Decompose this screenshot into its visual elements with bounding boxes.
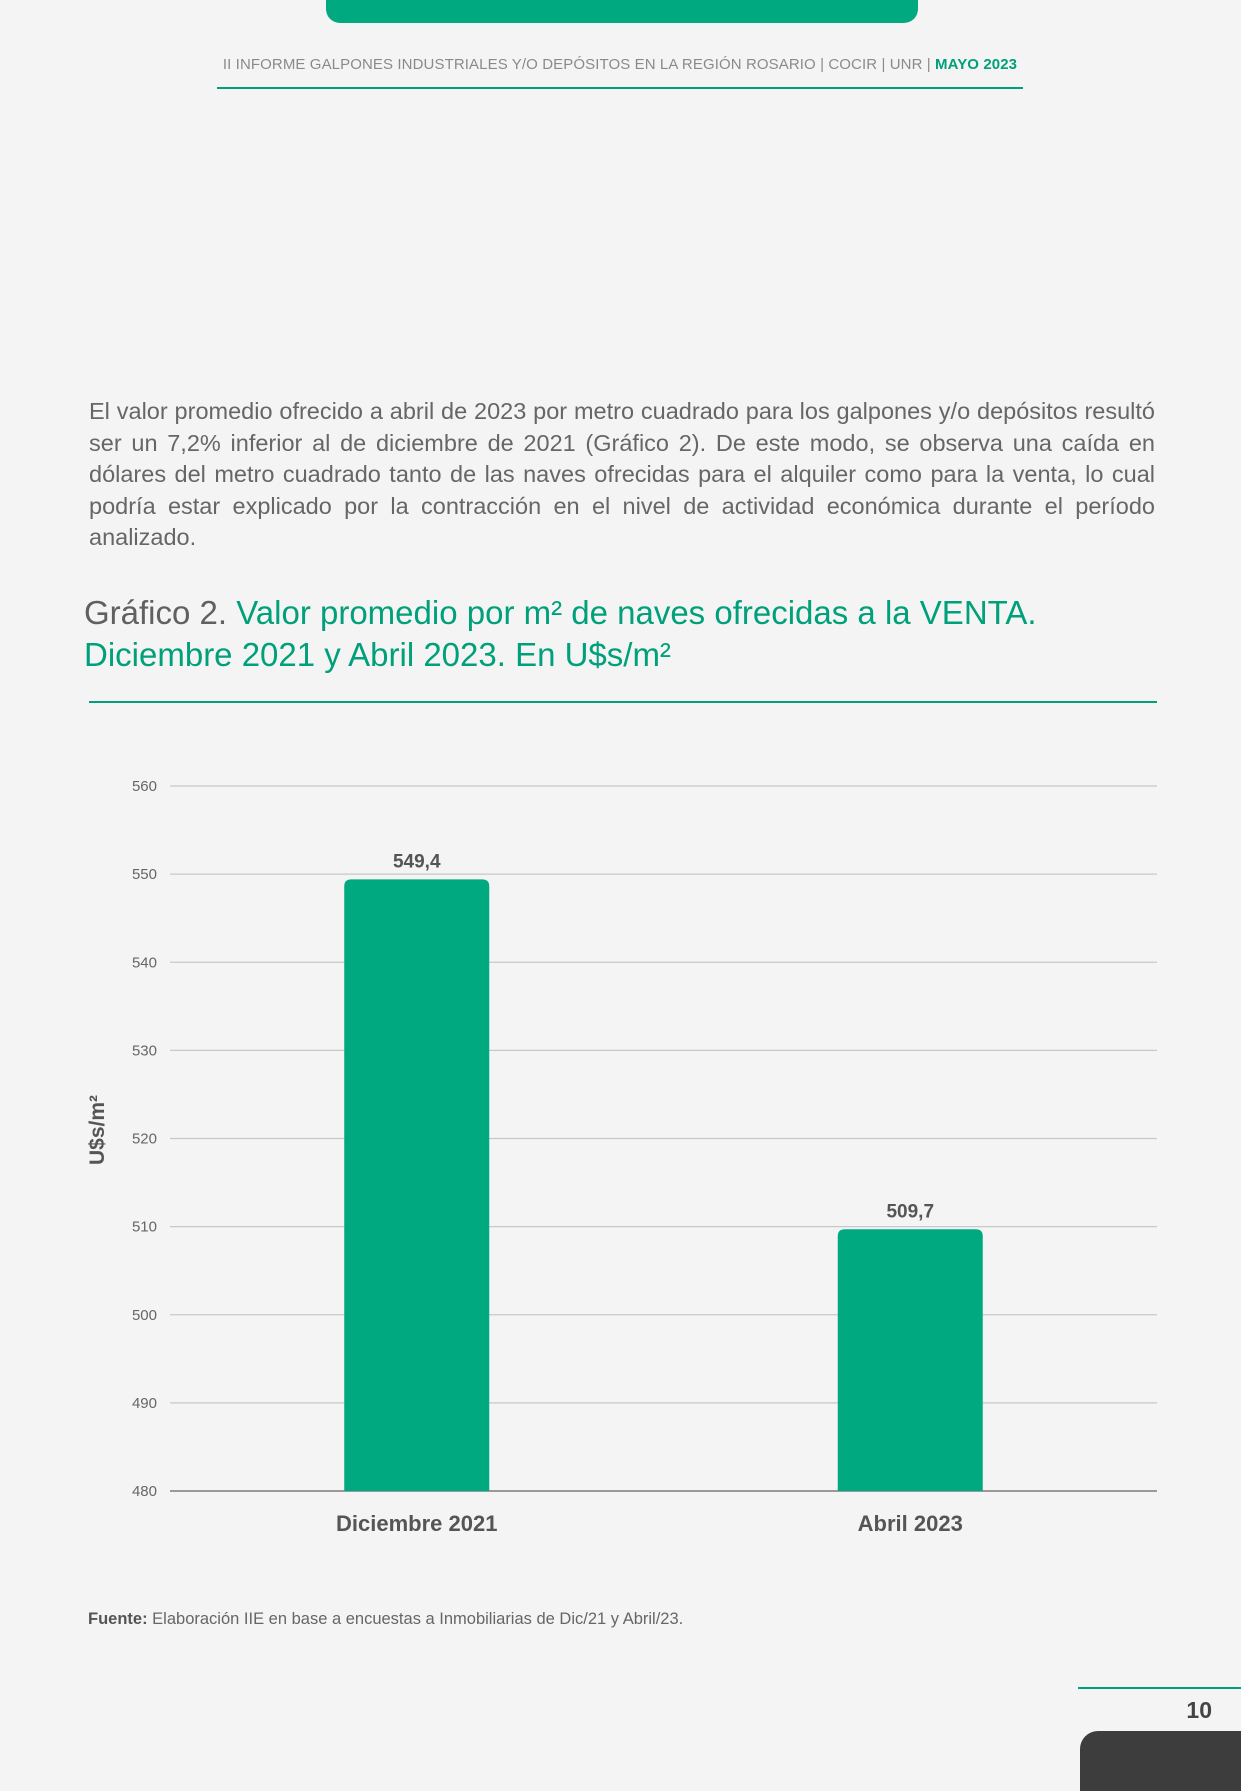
chart-title-line2: Diciembre 2021 y Abril 2023. En U$s/m² (84, 636, 671, 673)
source-text: Elaboración IIE en base a encuestas a In… (147, 1610, 684, 1628)
bottom-corner-tab (1080, 1731, 1241, 1791)
header-text: II INFORME GALPONES INDUSTRIALES Y/O DEP… (222, 56, 936, 73)
y-axis-label: U$s/m² (86, 1095, 109, 1165)
y-tick-label: 500 (132, 1307, 157, 1324)
header-divider (217, 87, 1023, 89)
page-number: 10 (1186, 1697, 1212, 1723)
chart-title-line1: Valor promedio por m² de naves ofrecidas… (236, 594, 1037, 631)
x-category-label: Abril 2023 (858, 1511, 963, 1536)
y-tick-label: 490 (132, 1395, 157, 1412)
top-decorative-tab (326, 0, 918, 23)
chart-title: Gráfico 2. Valor promedio por m² de nave… (84, 592, 1184, 676)
source-note: Fuente: Elaboración IIE en base a encues… (88, 1610, 683, 1629)
x-category-label: Diciembre 2021 (336, 1511, 497, 1536)
header-date: MAYO 2023 (935, 56, 1018, 73)
y-tick-label: 510 (132, 1219, 157, 1236)
bar-chart: 480 490 500 510 520 530 540 550 560 549,4 Diciembr… (86, 778, 1157, 1536)
chart-title-prefix: Gráfico 2. (84, 594, 237, 631)
bar-1 (344, 879, 490, 1491)
y-tick-label: 520 (132, 1131, 157, 1148)
y-tick-label: 540 (132, 954, 157, 971)
y-tick-label: 560 (132, 778, 157, 795)
page-number-divider (1078, 1687, 1241, 1689)
y-tick-label: 550 (132, 866, 157, 883)
body-paragraph: El valor promedio ofrecido a abril de 20… (89, 398, 1155, 550)
bar-2 (837, 1229, 983, 1491)
y-tick-label: 480 (132, 1483, 157, 1500)
chart-title-divider (89, 701, 1157, 703)
bar-value-label: 549,4 (393, 851, 441, 872)
source-label: Fuente: (88, 1610, 148, 1628)
page-header: II INFORME GALPONES INDUSTRIALES Y/O DEP… (217, 56, 1023, 73)
bar-value-label: 509,7 (886, 1201, 934, 1222)
y-tick-label: 530 (132, 1042, 157, 1059)
